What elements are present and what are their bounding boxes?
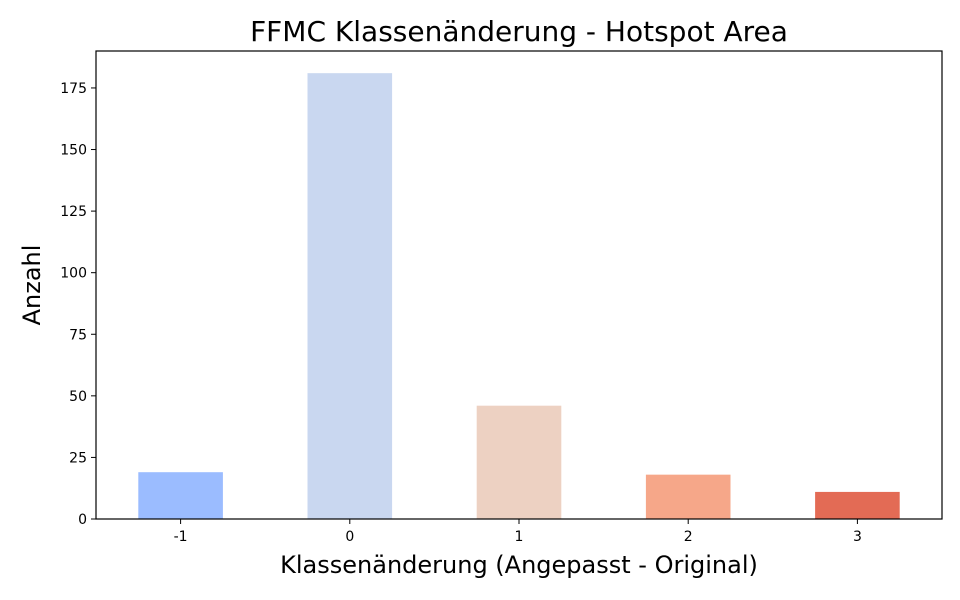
y-tick-label: 75 <box>69 327 87 343</box>
y-axis-label: Anzahl <box>18 245 46 326</box>
chart-title: FFMC Klassenänderung - Hotspot Area <box>250 15 788 48</box>
x-tick-label: 1 <box>515 529 524 545</box>
y-tick-label: 25 <box>69 450 87 466</box>
y-tick-label: 125 <box>60 204 87 220</box>
y-axis: 0 25 50 75 100 125 150 175 <box>60 81 96 528</box>
x-tick-label: -1 <box>174 529 188 545</box>
bars-group <box>138 73 900 520</box>
bar--1 <box>138 472 223 519</box>
y-tick-label: 100 <box>60 266 87 282</box>
y-tick-label: 0 <box>78 512 87 528</box>
x-axis-label: Klassenänderung (Angepasst - Original) <box>280 551 758 579</box>
x-tick-label: 3 <box>853 529 862 545</box>
y-tick-label: 150 <box>60 143 87 159</box>
y-tick-label: 50 <box>69 389 87 405</box>
bar-3 <box>815 491 900 519</box>
y-tick-label: 175 <box>60 81 87 97</box>
x-tick-label: 0 <box>345 529 354 545</box>
plot-frame <box>95 50 943 520</box>
x-axis: -1 0 1 2 3 <box>174 519 862 545</box>
x-tick-label: 2 <box>684 529 693 545</box>
bar-0 <box>307 73 393 520</box>
bar-1 <box>476 405 562 519</box>
bar-2 <box>645 474 731 519</box>
